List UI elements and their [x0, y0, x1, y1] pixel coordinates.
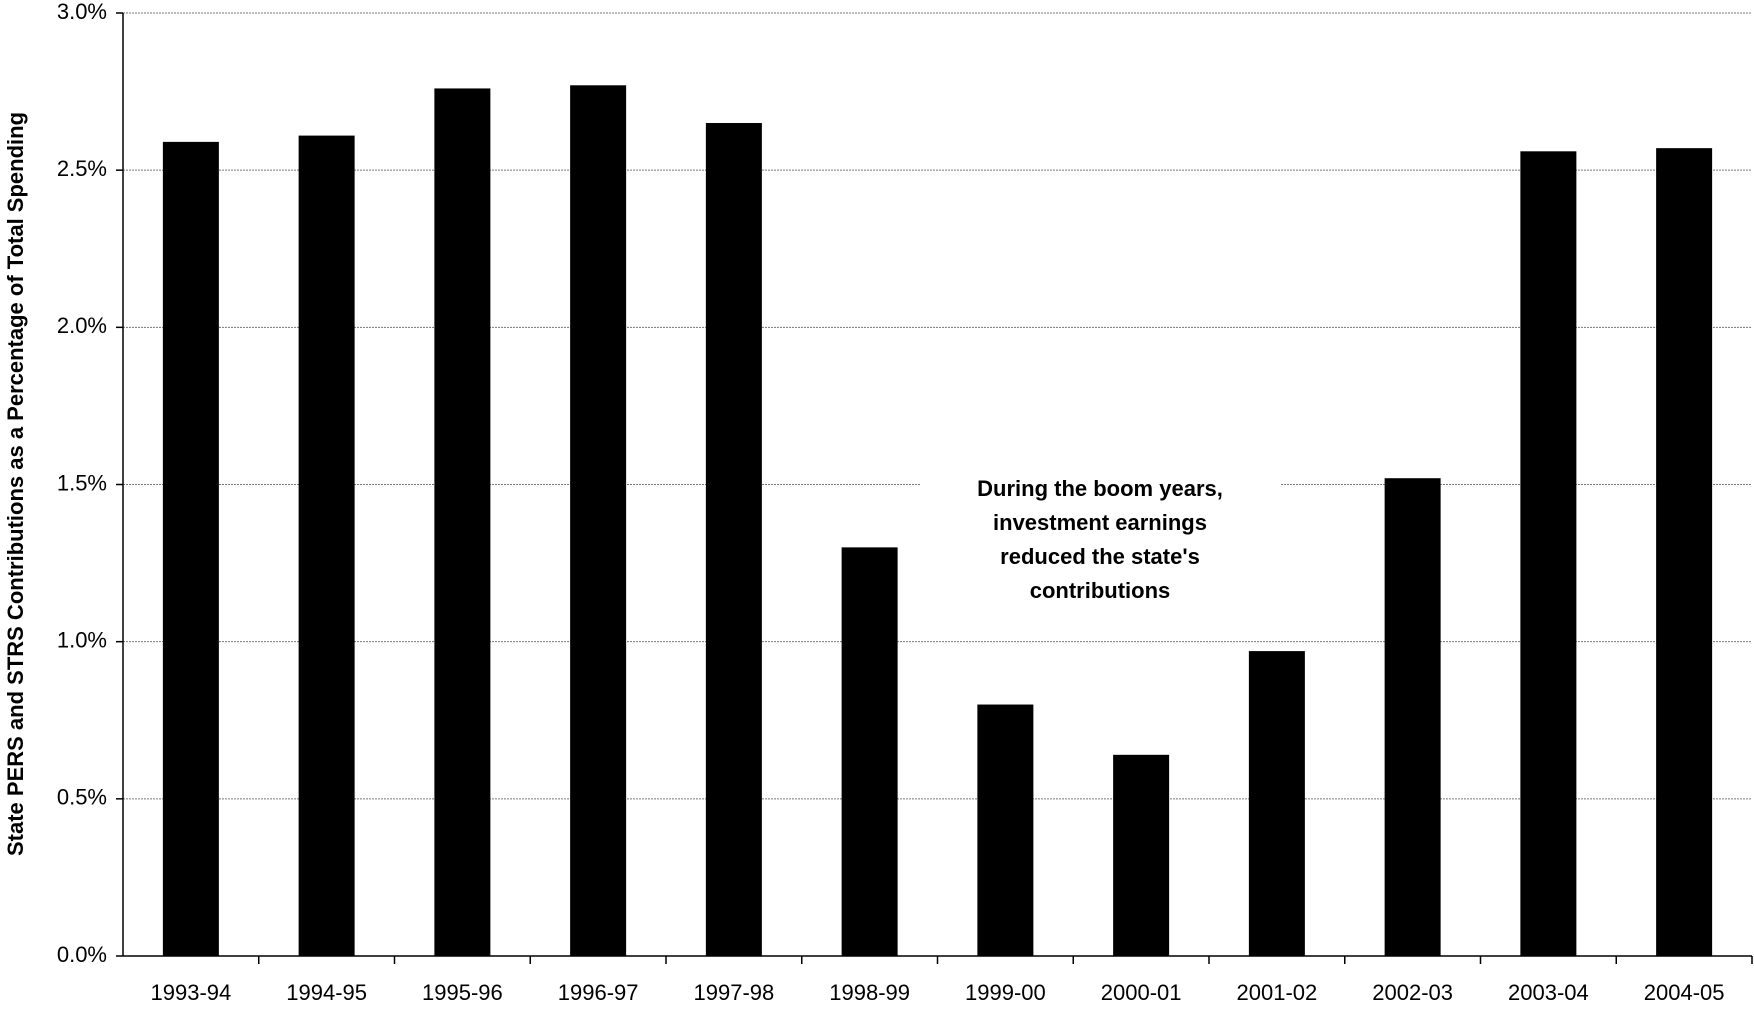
bar	[1248, 651, 1305, 956]
bar	[434, 88, 491, 956]
y-tick-label: 2.0%	[57, 313, 107, 338]
annotation: contributions	[1030, 578, 1171, 603]
y-tick-label: 2.5%	[57, 156, 107, 181]
bar	[298, 135, 355, 957]
y-tick-label: 0.0%	[57, 942, 107, 967]
x-tick-label: 1998-99	[829, 980, 910, 1005]
annotation: investment earnings	[993, 510, 1207, 535]
y-tick-label: 1.0%	[57, 627, 107, 652]
x-tick-label: 1996-97	[558, 980, 639, 1005]
y-tick-label: 1.5%	[57, 470, 107, 495]
annotation: During the boom years,	[977, 476, 1223, 501]
bar	[977, 704, 1034, 956]
x-tick-label: 2002-03	[1372, 980, 1453, 1005]
x-tick-label: 2003-04	[1508, 980, 1589, 1005]
bar	[570, 85, 627, 956]
x-tick-label: 1995-96	[422, 980, 503, 1005]
x-tick-label: 2004-05	[1644, 980, 1725, 1005]
annotation: reduced the state's	[1000, 544, 1200, 569]
bar	[1520, 151, 1577, 957]
x-tick-label: 1997-98	[694, 980, 775, 1005]
bar	[705, 123, 762, 957]
bar	[1656, 148, 1713, 956]
y-axis-label: State PERS and STRS Contributions as a P…	[3, 112, 28, 856]
x-tick-label: 1993-94	[151, 980, 232, 1005]
x-tick-label: 1999-00	[965, 980, 1046, 1005]
x-tick-label: 2000-01	[1101, 980, 1182, 1005]
x-tick-label: 1994-95	[286, 980, 367, 1005]
bar	[1113, 754, 1170, 956]
y-tick-label: 3.0%	[57, 0, 107, 24]
bar	[162, 141, 219, 957]
annotation-background	[920, 468, 1280, 614]
x-tick-label: 2001-02	[1237, 980, 1318, 1005]
bar	[841, 547, 898, 956]
y-tick-label: 0.5%	[57, 785, 107, 810]
bar	[1384, 478, 1441, 956]
